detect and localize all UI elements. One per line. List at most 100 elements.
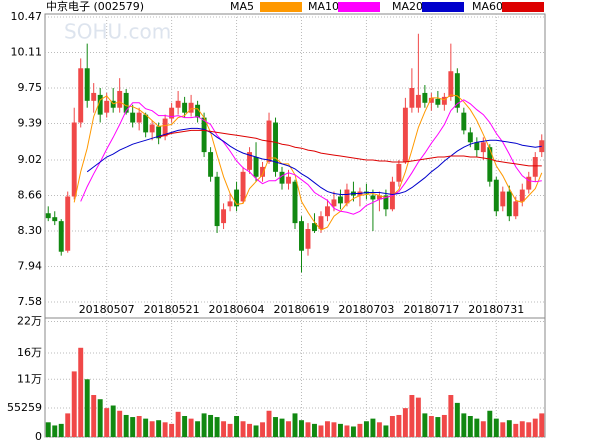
candle-body (305, 229, 311, 249)
legend-swatch (502, 2, 544, 12)
volume-bar (182, 416, 188, 437)
volume-bar (519, 421, 525, 437)
volume-bar (273, 417, 278, 437)
volume-bar (188, 418, 194, 437)
ma-line (86, 127, 542, 196)
volume-bar (500, 422, 506, 437)
candle-body (402, 107, 408, 162)
x-tick-label: 20180604 (209, 303, 265, 316)
watermark: SOHU.com (64, 20, 171, 44)
volume-bar (240, 421, 246, 437)
volume-bar (214, 417, 220, 437)
volume-bar (84, 379, 90, 437)
volume-bar (441, 414, 447, 437)
volume-bar (175, 411, 181, 437)
volume-bar (428, 416, 434, 437)
legend-swatch (338, 2, 380, 12)
y-tick-label: 7.58 (18, 295, 43, 308)
y-tick-label: 9.39 (18, 117, 43, 130)
candle-body (208, 152, 214, 177)
candle-body (52, 217, 58, 222)
candle-body (532, 157, 538, 177)
volume-bar (104, 408, 110, 437)
candle-body (448, 71, 454, 97)
volume-bar (539, 413, 545, 437)
y-tick-label: 11万 (17, 372, 42, 385)
volume-bar (325, 421, 330, 437)
volume-bar (383, 425, 389, 437)
candle-body (260, 166, 265, 177)
volume-bar (201, 413, 207, 437)
legend-swatch (422, 2, 464, 12)
candle-body (247, 152, 253, 170)
volume-bar (370, 418, 376, 437)
volume-bar (156, 420, 162, 437)
y-tick-label: 22万 (17, 315, 42, 328)
candle-body (454, 73, 460, 108)
legend-label: MA10 (308, 0, 339, 13)
candle-body (143, 114, 149, 133)
volume-bar (52, 425, 58, 437)
volume-bar (396, 414, 402, 437)
x-tick-label: 20180521 (144, 303, 200, 316)
candle-body (162, 118, 168, 137)
candle-body (279, 171, 285, 184)
candle-body (331, 199, 337, 207)
candle-body (513, 201, 519, 217)
volume-bar (130, 417, 136, 437)
candle-body (519, 189, 525, 202)
volume-bar (286, 421, 291, 437)
volume-bar (480, 421, 486, 437)
candle-body (461, 112, 467, 131)
candle-body (188, 102, 194, 113)
candle-body (344, 189, 350, 204)
volume-bar (279, 418, 285, 437)
volume-bar (376, 422, 382, 437)
volume-bar (91, 395, 97, 437)
y-tick-label: 10.47 (11, 10, 43, 23)
volume-bar (513, 423, 519, 437)
legend-label: MA5 (230, 0, 254, 13)
volume-bar (266, 410, 272, 437)
legend-label: MA60 (472, 0, 503, 13)
ma-line (158, 129, 542, 167)
candle-body (240, 171, 246, 202)
volume-bar (195, 421, 201, 437)
volume-bar (435, 417, 441, 437)
volume-bar (143, 418, 149, 437)
volume-bar (461, 413, 467, 437)
candle-body (383, 195, 389, 210)
candle-body (253, 157, 259, 177)
candle-body (71, 122, 77, 197)
candle-body (286, 176, 291, 184)
volume-bar (97, 399, 103, 437)
candle-body (526, 176, 532, 190)
volume-bar (169, 423, 175, 437)
candle-body (182, 102, 188, 113)
volume-bar (260, 422, 265, 437)
ma-line (80, 99, 542, 215)
y-tick-label: 55259 (7, 401, 42, 414)
candle-body (396, 163, 402, 182)
volume-bar (454, 402, 460, 437)
candle-body (506, 191, 512, 217)
candle-body (493, 179, 499, 212)
volume-bar (474, 418, 480, 437)
candle-body (487, 147, 493, 182)
volume-bar (208, 414, 214, 437)
candle-body (337, 196, 343, 204)
candle-body (175, 100, 181, 108)
candle-body (78, 68, 84, 123)
candle-body (376, 195, 382, 200)
volume-bar (526, 422, 532, 437)
volume-bar (253, 425, 259, 437)
volume-bar (357, 423, 363, 437)
candle-body (292, 181, 298, 224)
volume-bar (162, 422, 168, 437)
candle-body (273, 122, 278, 172)
volume-bar (71, 371, 77, 437)
candle-body (221, 209, 227, 224)
x-tick-label: 20180731 (468, 303, 524, 316)
volume-bar (299, 420, 304, 437)
candle-body (130, 112, 136, 123)
